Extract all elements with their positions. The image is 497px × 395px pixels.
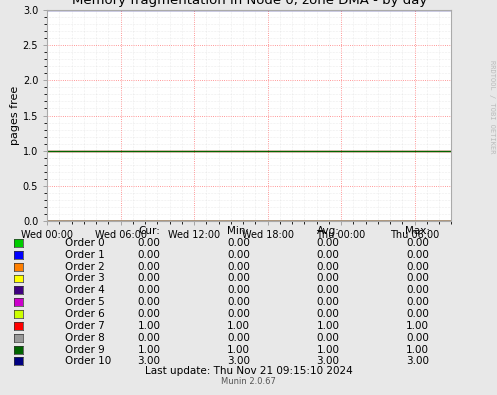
Text: 0.00: 0.00: [406, 309, 429, 319]
Y-axis label: pages free: pages free: [10, 86, 20, 145]
Text: Order 6: Order 6: [65, 309, 104, 319]
Text: 0.00: 0.00: [138, 273, 161, 284]
Text: Min:: Min:: [228, 226, 249, 236]
Text: Order 3: Order 3: [65, 273, 104, 284]
Text: 0.00: 0.00: [317, 238, 339, 248]
Text: 3.00: 3.00: [227, 356, 250, 367]
Text: 0.00: 0.00: [317, 297, 339, 307]
Text: Order 1: Order 1: [65, 250, 104, 260]
Text: 0.00: 0.00: [317, 261, 339, 272]
Text: Order 8: Order 8: [65, 333, 104, 343]
Title: Memory fragmentation in Node 0, zone DMA - by day: Memory fragmentation in Node 0, zone DMA…: [72, 0, 427, 8]
Text: 1.00: 1.00: [406, 344, 429, 355]
Text: 0.00: 0.00: [317, 250, 339, 260]
Text: RRDTOOL / TOBI OETIKER: RRDTOOL / TOBI OETIKER: [489, 60, 495, 153]
Text: 3.00: 3.00: [406, 356, 429, 367]
Text: Order 0: Order 0: [65, 238, 104, 248]
Text: 0.00: 0.00: [406, 261, 429, 272]
Text: Max:: Max:: [405, 226, 430, 236]
Text: 0.00: 0.00: [406, 285, 429, 295]
Text: 0.00: 0.00: [317, 333, 339, 343]
Text: Munin 2.0.67: Munin 2.0.67: [221, 377, 276, 386]
Text: 0.00: 0.00: [317, 273, 339, 284]
Text: 0.00: 0.00: [406, 297, 429, 307]
Text: 1.00: 1.00: [227, 344, 250, 355]
Text: 1.00: 1.00: [138, 321, 161, 331]
Text: 0.00: 0.00: [138, 333, 161, 343]
Text: Order 4: Order 4: [65, 285, 104, 295]
Text: 1.00: 1.00: [406, 321, 429, 331]
Text: 0.00: 0.00: [227, 333, 250, 343]
Text: 1.00: 1.00: [227, 321, 250, 331]
Text: 0.00: 0.00: [138, 238, 161, 248]
Text: 0.00: 0.00: [227, 273, 250, 284]
Text: 1.00: 1.00: [317, 321, 339, 331]
Text: Order 7: Order 7: [65, 321, 104, 331]
Text: 1.00: 1.00: [138, 344, 161, 355]
Text: 0.00: 0.00: [227, 238, 250, 248]
Text: 0.00: 0.00: [227, 261, 250, 272]
Text: 0.00: 0.00: [138, 297, 161, 307]
Text: Avg:: Avg:: [317, 226, 339, 236]
Text: 1.00: 1.00: [317, 344, 339, 355]
Text: Order 2: Order 2: [65, 261, 104, 272]
Text: 0.00: 0.00: [138, 285, 161, 295]
Text: 0.00: 0.00: [227, 285, 250, 295]
Text: 0.00: 0.00: [406, 250, 429, 260]
Text: 0.00: 0.00: [317, 285, 339, 295]
Text: Last update: Thu Nov 21 09:15:10 2024: Last update: Thu Nov 21 09:15:10 2024: [145, 366, 352, 376]
Text: 0.00: 0.00: [227, 250, 250, 260]
Text: 0.00: 0.00: [227, 309, 250, 319]
Text: 3.00: 3.00: [317, 356, 339, 367]
Text: Cur:: Cur:: [138, 226, 160, 236]
Text: 0.00: 0.00: [138, 309, 161, 319]
Text: 0.00: 0.00: [406, 273, 429, 284]
Text: Order 5: Order 5: [65, 297, 104, 307]
Text: 3.00: 3.00: [138, 356, 161, 367]
Text: Order 10: Order 10: [65, 356, 111, 367]
Text: 0.00: 0.00: [227, 297, 250, 307]
Text: 0.00: 0.00: [406, 238, 429, 248]
Text: 0.00: 0.00: [406, 333, 429, 343]
Text: 0.00: 0.00: [317, 309, 339, 319]
Text: 0.00: 0.00: [138, 261, 161, 272]
Text: 0.00: 0.00: [138, 250, 161, 260]
Text: Order 9: Order 9: [65, 344, 104, 355]
